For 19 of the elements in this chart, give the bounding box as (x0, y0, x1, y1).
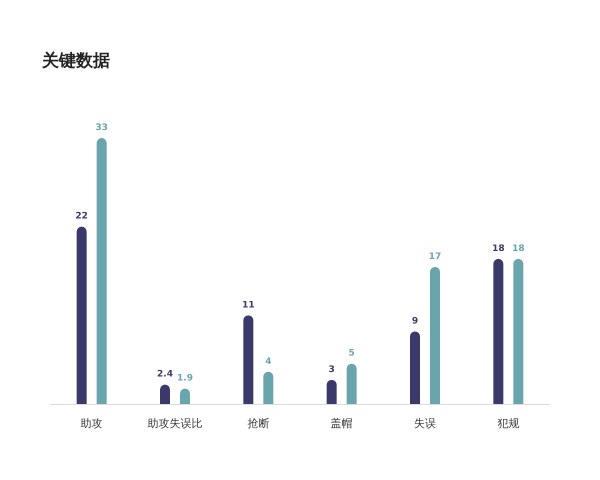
x-tick-label: 助攻 (80, 417, 103, 430)
x-tick-label: 助攻失误比 (148, 417, 202, 430)
data-label: 33 (95, 123, 108, 133)
x-tick-label: 盖帽 (330, 417, 353, 430)
data-label: 18 (492, 244, 505, 254)
data-label: 22 (75, 212, 88, 222)
x-tick-label: 失误 (414, 417, 436, 430)
data-label: 18 (512, 244, 525, 254)
data-label: 2.4 (157, 370, 173, 380)
data-label: 4 (265, 356, 272, 367)
data-label: 3 (328, 364, 335, 375)
data-label: 11 (242, 300, 255, 310)
data-label: 9 (412, 316, 418, 326)
x-tick-label: 抢断 (247, 417, 270, 430)
data-label: 17 (428, 252, 442, 262)
data-label: 5 (348, 348, 355, 359)
x-tick-label: 犯规 (497, 417, 520, 430)
data-label: 1.9 (177, 374, 193, 384)
title: 关键数据 (42, 51, 110, 71)
